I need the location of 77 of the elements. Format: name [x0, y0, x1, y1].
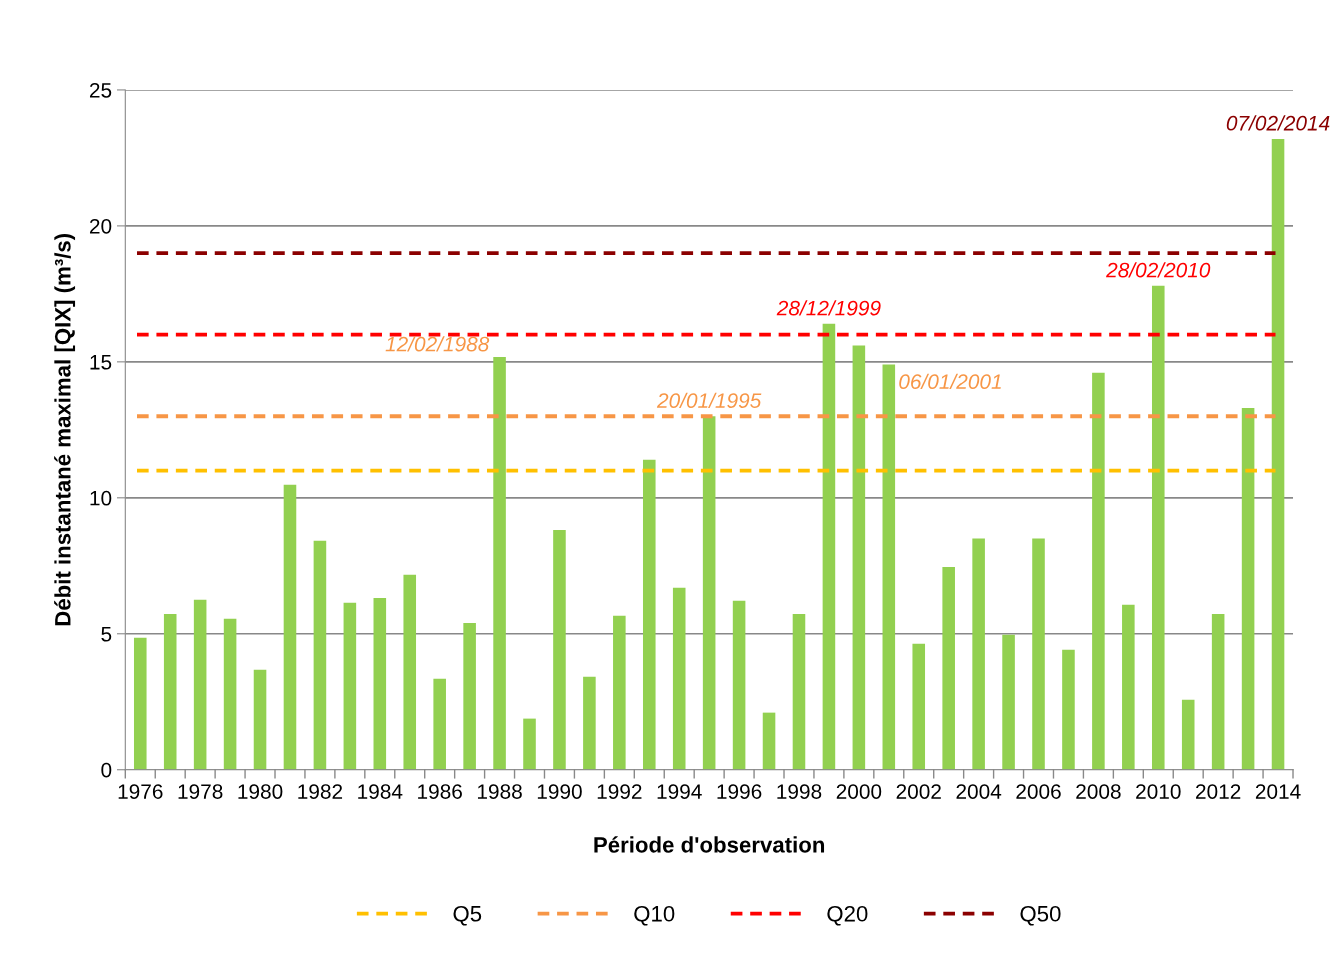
bar	[1002, 634, 1015, 770]
bar	[523, 718, 536, 770]
x-tick-label: 1990	[537, 784, 582, 799]
bar	[493, 356, 506, 770]
x-tick-label: 1998	[777, 784, 822, 799]
bar	[822, 323, 836, 770]
legend-label: Q5	[453, 905, 482, 926]
y-axis-title: Débit instantané maximal [QIX] (m³/s)	[54, 233, 76, 626]
x-tick-label: 1980	[238, 784, 283, 799]
bar	[702, 416, 716, 770]
x-tick-label: 2006	[1016, 784, 1061, 799]
x-tick-label: 1996	[717, 784, 762, 799]
annotation: 28/12/1999	[776, 300, 881, 316]
legend-label: Q10	[634, 905, 675, 926]
bar	[1241, 408, 1255, 770]
x-tick-label: 1982	[298, 784, 343, 799]
x-tick-label: 2002	[896, 784, 941, 799]
x-tick-label: 1994	[657, 784, 702, 799]
y-tick-label: 15	[90, 355, 112, 370]
bar	[1271, 138, 1285, 770]
bar	[642, 459, 656, 770]
bar	[223, 618, 237, 770]
bar	[732, 600, 746, 770]
bar	[942, 566, 955, 770]
bar	[1092, 372, 1105, 770]
x-tick-label: 1992	[597, 784, 642, 799]
bar	[1122, 604, 1135, 770]
y-tick-label: 25	[89, 82, 112, 98]
bar	[852, 345, 866, 770]
x-tick-label: 2008	[1076, 784, 1121, 799]
bar	[1062, 649, 1075, 770]
bar	[762, 712, 776, 770]
y-tick-label: 5	[101, 626, 112, 642]
bar	[433, 678, 446, 770]
x-tick-label: 2014	[1255, 784, 1301, 799]
x-tick-label: 2004	[956, 784, 1002, 799]
bar	[373, 597, 387, 770]
y-tick-label: 20	[89, 218, 112, 234]
bar	[463, 622, 476, 770]
x-tick-label: 1988	[477, 784, 522, 799]
x-tick-label: 1986	[418, 784, 462, 799]
bar	[912, 643, 926, 770]
y-tick-label: 10	[90, 490, 112, 506]
bar	[613, 615, 626, 770]
x-tick-label: 2000	[836, 784, 882, 799]
annotation: 20/01/1995	[656, 392, 762, 408]
annotation: 12/02/1988	[385, 336, 490, 352]
legend-label: Q20	[827, 905, 868, 926]
bar	[253, 669, 267, 770]
annotation: 06/01/2001	[899, 373, 1001, 389]
x-axis-title: Période d'observation	[594, 836, 825, 853]
bar	[882, 364, 896, 770]
bar	[1211, 613, 1225, 770]
x-tick-label: 2010	[1136, 784, 1181, 799]
bar	[553, 529, 566, 770]
x-tick-label: 2012	[1196, 784, 1241, 799]
bar	[672, 587, 686, 770]
bar	[343, 602, 357, 770]
x-tick-label: 1978	[178, 784, 223, 799]
x-tick-label: 1984	[358, 784, 403, 799]
bar	[1181, 699, 1195, 770]
annotation: 28/02/2010	[1106, 262, 1211, 278]
bar	[283, 484, 297, 770]
bar	[163, 613, 177, 770]
legend-label: Q50	[1020, 905, 1061, 926]
bar	[972, 538, 985, 770]
bar	[133, 637, 147, 770]
bar	[792, 613, 806, 770]
bar	[403, 574, 417, 770]
bar	[1151, 285, 1165, 770]
y-tick-label: 0	[101, 762, 112, 778]
bar	[313, 540, 327, 770]
annotation: 07/02/2014	[1226, 115, 1330, 131]
bar	[1032, 538, 1045, 770]
bar	[193, 599, 207, 770]
bar	[583, 676, 596, 770]
x-tick-label: 1976	[118, 784, 163, 799]
